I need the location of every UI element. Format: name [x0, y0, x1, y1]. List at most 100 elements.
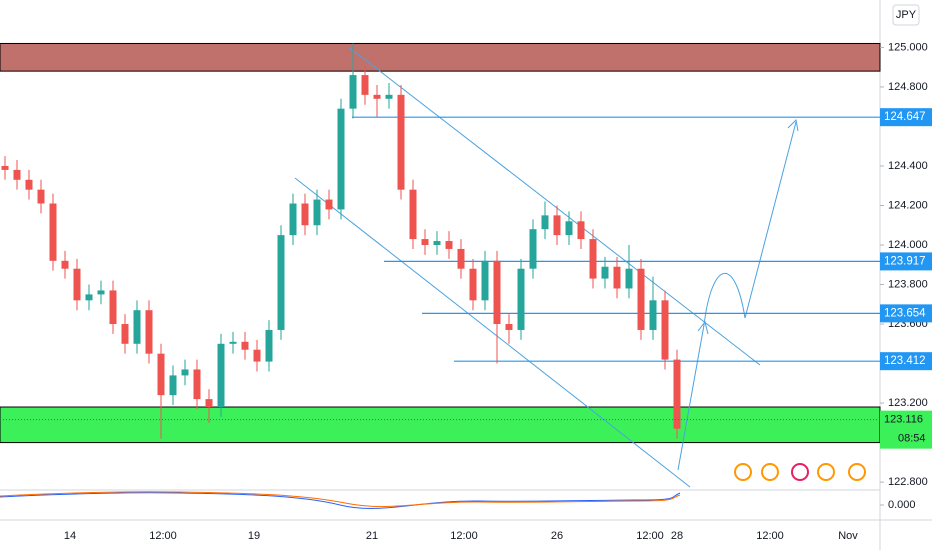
candle-body	[661, 300, 669, 360]
candle-body	[613, 266, 621, 289]
price-label: 123.412	[884, 355, 926, 367]
x-tick-label: Nov	[838, 530, 858, 542]
candle-body	[445, 241, 453, 249]
candle-body	[97, 290, 105, 295]
candle-body	[37, 189, 45, 204]
y-tick-label: 122.800	[888, 476, 928, 488]
candle-body	[133, 310, 141, 344]
channel-line	[294, 177, 691, 488]
candle-body	[301, 203, 309, 226]
candle-body	[337, 108, 345, 210]
candle-body	[13, 169, 21, 180]
candle-body	[277, 235, 285, 330]
candle-body	[49, 203, 57, 261]
y-tick-label: 124.800	[888, 81, 928, 93]
y-tick-label: 124.200	[888, 199, 928, 211]
candle-body	[265, 329, 273, 362]
candle-body	[241, 341, 249, 350]
candle-body	[25, 179, 33, 190]
y-tick-label: 125.000	[888, 41, 928, 53]
candle-body	[481, 260, 489, 301]
y-tick-label: 123.200	[888, 397, 928, 409]
current-price-label: 123.116	[884, 414, 923, 426]
candle-body	[397, 94, 405, 190]
candle-body	[1, 165, 9, 170]
candle-body	[553, 215, 561, 236]
candle-body	[205, 399, 213, 408]
price-label-bg	[880, 108, 932, 127]
candle-body	[85, 294, 93, 301]
candle-body	[517, 268, 525, 330]
events	[734, 463, 866, 481]
osc-signal	[0, 491, 681, 508]
candle-body	[169, 375, 177, 396]
candle-body	[361, 75, 369, 95]
zone	[0, 406, 881, 444]
candle-body	[409, 189, 417, 240]
candle-body	[433, 241, 441, 245]
currency-label: JPY	[896, 9, 917, 21]
candle-body	[385, 94, 393, 99]
x-tick-label: 28	[671, 530, 683, 542]
candle-body	[649, 300, 657, 330]
candle-body	[121, 324, 129, 344]
candle-body	[625, 268, 633, 289]
candle-body	[529, 229, 537, 269]
event-icon[interactable]	[761, 463, 779, 481]
current-price-bg	[880, 410, 932, 449]
candle-body	[493, 260, 501, 325]
candle-body	[289, 203, 297, 236]
x-tick-label: 12:00	[756, 530, 784, 542]
countdown: 08:54	[898, 433, 926, 445]
price-label-bg	[880, 252, 932, 271]
plot	[0, 42, 881, 488]
candle-body	[181, 369, 189, 376]
candle-body	[217, 343, 225, 408]
osc-line	[0, 492, 681, 509]
channel-line	[349, 47, 761, 366]
x-tick-label: 21	[366, 530, 378, 542]
price-label: 123.654	[884, 307, 926, 319]
candle-body	[145, 310, 153, 354]
event-icon[interactable]	[791, 463, 809, 481]
candle-body	[313, 199, 321, 226]
candle-body	[421, 239, 429, 245]
candle-body	[61, 260, 69, 269]
candle-body	[601, 266, 609, 279]
x-tick-label: 19	[248, 530, 260, 542]
x-tick-label: 12:00	[149, 530, 177, 542]
event-icon[interactable]	[848, 463, 866, 481]
y-tick-label: 124.400	[888, 160, 928, 172]
event-icon[interactable]	[817, 463, 835, 481]
price-label: 123.917	[884, 255, 926, 267]
y-tick-label: 123.800	[888, 278, 928, 290]
price-label: 124.647	[884, 111, 926, 123]
x-tick-label: 12:00	[450, 530, 478, 542]
candle-body	[325, 199, 333, 210]
candle-body	[637, 268, 645, 330]
candle-body	[565, 221, 573, 236]
candle-body	[469, 268, 477, 301]
candle-body	[73, 268, 81, 301]
currency-badge[interactable]	[892, 4, 920, 26]
candle-body	[193, 369, 201, 400]
candle-body	[541, 215, 549, 230]
candle-body	[457, 248, 465, 269]
candle-body	[229, 341, 237, 344]
candle-body	[577, 221, 585, 240]
event-icon[interactable]	[734, 463, 752, 481]
candle-body	[589, 239, 597, 279]
oscillator	[0, 491, 681, 509]
zone	[0, 42, 881, 72]
price-label-bg	[880, 352, 932, 371]
candle-body	[349, 75, 357, 109]
candle-body	[109, 290, 117, 325]
candle-body	[373, 94, 381, 99]
osc-tick-label: 0.000	[888, 499, 916, 511]
x-tick-label: 26	[551, 530, 563, 542]
price-label-bg	[880, 304, 932, 323]
arrow-head	[697, 118, 799, 335]
y-tick-label: 124.000	[888, 239, 928, 251]
